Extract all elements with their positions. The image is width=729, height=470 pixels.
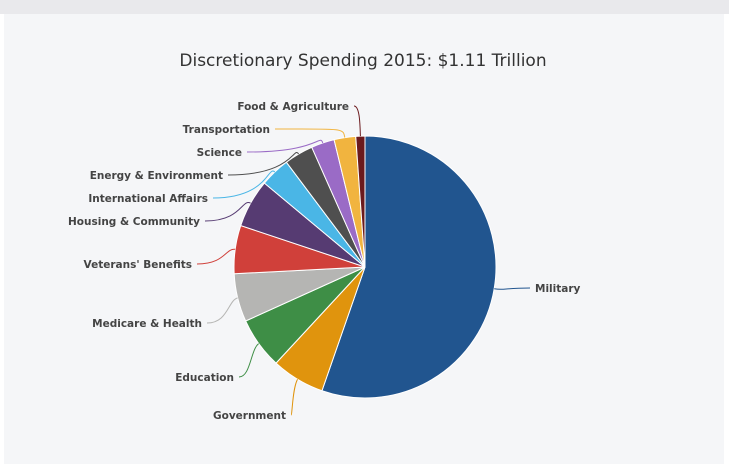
label-science: Science — [197, 147, 242, 159]
connector-transportation — [274, 128, 346, 138]
pie-chart: Discretionary Spending 2015: $1.11 Trill… — [68, 51, 581, 422]
label-military: Military — [535, 283, 581, 295]
connector-government — [290, 379, 299, 416]
label-international-affairs: International Affairs — [88, 193, 208, 205]
label-transportation: Transportation — [183, 124, 270, 136]
label-government: Government — [213, 410, 286, 422]
connector-housing-and-community — [204, 202, 251, 222]
label-food-and-agriculture: Food & Agriculture — [237, 101, 349, 113]
connector-medicare-and-health — [206, 297, 238, 324]
pie-slices — [233, 135, 497, 399]
slice-labels: Military Government Education Medicare & He… — [68, 101, 581, 422]
chart-title: Discretionary Spending 2015: $1.11 Trill… — [179, 51, 546, 71]
connector-education — [238, 343, 260, 378]
connector-military — [494, 287, 531, 290]
label-medicare-and-health: Medicare & Health — [92, 318, 202, 330]
chart-panel: Discretionary Spending 2015: $1.11 Trill… — [4, 14, 724, 464]
connector-veterans-benefits — [196, 248, 236, 265]
top-strip — [0, 0, 729, 14]
connector-international-affairs — [212, 170, 276, 199]
label-energy-and-environment: Energy & Environment — [90, 170, 223, 182]
label-education: Education — [175, 372, 234, 384]
connector-science — [246, 139, 324, 153]
label-housing-and-community: Housing & Community — [68, 216, 200, 228]
label-veterans-benefits: Veterans' Benefits — [84, 259, 192, 271]
connector-energy-and-environment — [227, 152, 300, 176]
label-connectors — [196, 105, 531, 416]
connector-food-and-agriculture — [353, 105, 361, 137]
